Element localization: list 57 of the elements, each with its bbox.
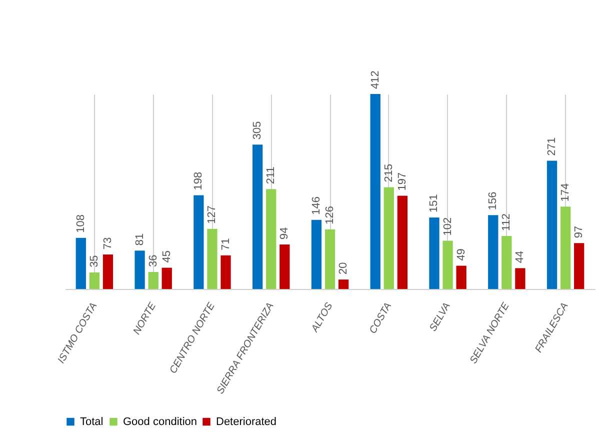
data-label: 127	[206, 206, 218, 224]
bar	[102, 254, 114, 289]
data-label: 102	[442, 217, 454, 236]
data-label: 71	[220, 238, 232, 250]
bar	[76, 238, 86, 289]
data-label: 97	[573, 226, 586, 238]
data-label: 412	[369, 70, 382, 89]
data-label: 112	[500, 213, 513, 231]
bar	[89, 272, 100, 289]
data-label: 20	[338, 262, 350, 275]
bar	[338, 280, 349, 289]
bar	[220, 255, 231, 289]
bar	[324, 229, 336, 289]
legend-label: Good condition	[123, 416, 197, 428]
bar	[488, 215, 498, 289]
legend-label: Total	[80, 416, 104, 428]
legend-label: Deteriorated	[216, 416, 277, 428]
data-label: 94	[278, 227, 291, 240]
data-label: 81	[134, 233, 146, 246]
bar	[162, 268, 172, 289]
data-label: 126	[324, 206, 336, 224]
bar	[502, 236, 512, 289]
data-label: 211	[265, 166, 278, 184]
data-label: 305	[252, 121, 264, 140]
data-label: 44	[514, 250, 526, 264]
bar	[252, 144, 263, 289]
bar	[560, 206, 571, 289]
bar	[370, 94, 380, 289]
bar	[546, 160, 558, 289]
bar	[515, 268, 526, 289]
bar	[266, 189, 276, 289]
data-label: 45	[160, 250, 173, 263]
data-label: 197	[396, 172, 408, 191]
data-label: 36	[147, 254, 160, 267]
data-label: 73	[102, 237, 114, 250]
data-label: 146	[310, 196, 322, 215]
bar	[207, 228, 218, 289]
data-label: 49	[455, 248, 468, 261]
bar	[397, 196, 408, 289]
data-label: 156	[487, 192, 500, 210]
bar	[311, 220, 322, 289]
data-label: 151	[428, 194, 440, 213]
bar	[384, 187, 394, 289]
data-label: 271	[546, 137, 558, 156]
bar	[442, 240, 453, 289]
data-label: 35	[88, 255, 100, 268]
bar	[134, 250, 145, 289]
bar	[574, 243, 584, 289]
data-label: 215	[382, 164, 395, 182]
bar	[456, 266, 466, 289]
data-label: 174	[560, 183, 572, 202]
data-label: 108	[74, 214, 87, 233]
bar	[429, 218, 440, 289]
data-label: 198	[192, 172, 205, 190]
bar	[280, 244, 290, 289]
bar	[148, 272, 158, 289]
bar	[194, 195, 204, 289]
